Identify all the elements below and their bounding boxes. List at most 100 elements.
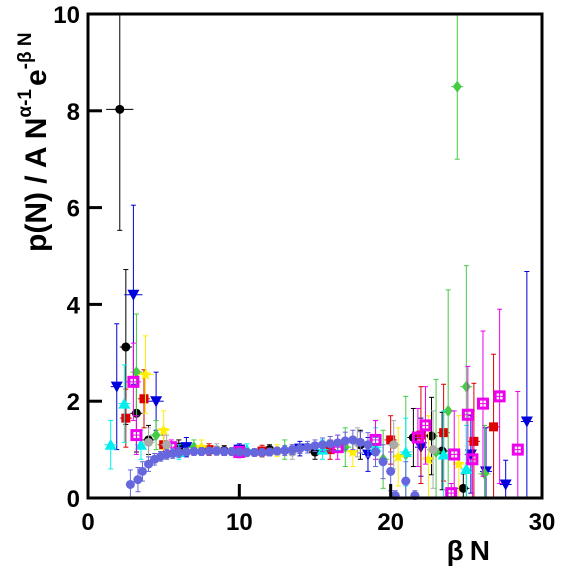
data-point (363, 440, 373, 450)
data-point (144, 459, 154, 469)
x-axis-title-prefix: β (447, 535, 464, 566)
data-point (325, 439, 335, 449)
data-point (125, 479, 135, 489)
data-point (174, 448, 184, 458)
data-point (476, 397, 489, 410)
data-point (121, 413, 131, 423)
y-tick-label: 6 (67, 196, 80, 223)
data-point (157, 423, 170, 436)
data-point (242, 448, 252, 458)
data-point (302, 442, 312, 452)
data-point (437, 448, 450, 460)
series-4 (130, 13, 491, 499)
data-point (118, 397, 131, 409)
data-point (204, 446, 214, 456)
data-point (461, 380, 471, 393)
data-point (348, 435, 358, 445)
axis-ticks: 0 10 20 30 0 2 4 6 8 10 (53, 2, 555, 536)
data-point (265, 447, 275, 457)
data-point (197, 447, 206, 457)
data-point (386, 466, 396, 476)
data-point (443, 404, 453, 417)
data-point (422, 452, 435, 465)
data-point (189, 447, 199, 457)
data-point (137, 466, 147, 476)
series-9 (125, 429, 420, 501)
data-point (162, 440, 172, 450)
data-point (127, 375, 140, 388)
data-point (144, 437, 154, 447)
data-point (134, 438, 147, 450)
data-point (195, 440, 208, 453)
x-axis-title-main: N (470, 535, 490, 566)
data-point (234, 447, 244, 457)
data-point (386, 435, 396, 445)
data-point (272, 446, 282, 456)
data-point (139, 394, 149, 404)
data-point (340, 436, 350, 446)
data-point (499, 479, 512, 491)
data-point (257, 448, 267, 458)
y-tick-label: 10 (53, 2, 80, 29)
data-point (511, 443, 524, 456)
data-point (110, 381, 123, 393)
data-point (427, 431, 437, 441)
data-point (104, 438, 117, 450)
data-point (318, 440, 328, 450)
series-7 (125, 308, 524, 500)
x-tick-label: 20 (377, 509, 404, 536)
data-point (280, 446, 290, 456)
series-6 (137, 335, 465, 499)
data-point (479, 467, 489, 480)
y-tick-label: 2 (67, 389, 80, 416)
data-point (139, 368, 152, 380)
x-tick-label: 30 (529, 509, 556, 536)
data-point (121, 342, 131, 352)
y-tick-label: 8 (67, 99, 80, 126)
data-point (333, 438, 343, 448)
data-point (133, 475, 143, 485)
x-tick-label: 0 (81, 509, 94, 536)
data-point (131, 366, 141, 379)
y-axis-title-main: p(N) / A N (20, 118, 53, 252)
data-point (399, 446, 412, 458)
data-point (520, 416, 533, 428)
data-marks (104, 13, 533, 501)
data-point (371, 447, 381, 457)
data-point (452, 80, 462, 93)
data-point (392, 450, 405, 463)
data-point (127, 289, 140, 301)
data-point (489, 422, 499, 432)
data-point (466, 453, 479, 466)
data-point (469, 436, 479, 446)
data-point (115, 104, 125, 114)
data-point (452, 457, 465, 470)
data-point (219, 447, 229, 457)
series-1 (106, 13, 470, 499)
data-point (310, 441, 320, 451)
data-point (419, 419, 432, 432)
y-tick-label: 4 (67, 292, 81, 319)
y-axis-title: p(N) / A Nα-1 e-β N (15, 32, 53, 252)
data-point (355, 437, 365, 447)
data-point (227, 447, 237, 457)
plot-frame (86, 12, 544, 500)
series-3 (119, 353, 500, 499)
data-point (181, 447, 191, 457)
y-axis-title-sup2: -β N (15, 32, 36, 69)
data-point (401, 476, 411, 486)
data-point (448, 448, 461, 461)
data-point (378, 457, 388, 467)
data-point (150, 396, 163, 408)
data-point (428, 445, 438, 455)
data-point (411, 431, 424, 444)
data-point (249, 448, 259, 458)
data-point (346, 445, 359, 458)
y-tick-label: 0 (67, 486, 80, 513)
data-point (460, 462, 473, 474)
data-point (151, 429, 161, 442)
data-point (295, 444, 305, 454)
x-tick-label: 10 (226, 509, 253, 536)
